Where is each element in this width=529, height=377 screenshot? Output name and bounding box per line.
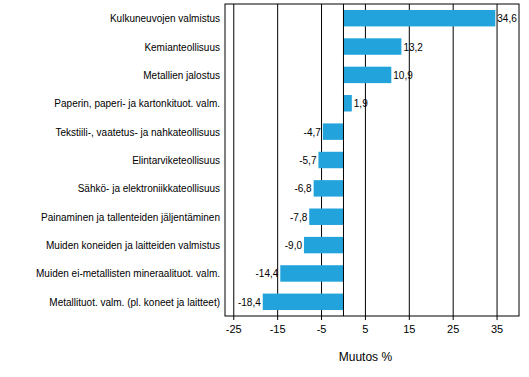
grid-line xyxy=(233,4,234,316)
category-label: Sähkö- ja elektroniikkateollisuus xyxy=(78,183,220,194)
plot-frame xyxy=(225,4,519,316)
data-label: -14,4 xyxy=(255,268,278,279)
category-label: Kemianteollisuus xyxy=(144,42,220,53)
category-label: Metallituot. valm. (pl. koneet ja laitte… xyxy=(49,297,220,308)
data-label: -9,0 xyxy=(285,240,303,251)
zero-line xyxy=(343,4,344,316)
tick-label: 35 xyxy=(491,323,503,335)
data-label: -7,8 xyxy=(290,212,308,223)
bar xyxy=(323,123,344,139)
data-label: 34,6 xyxy=(497,13,517,24)
grid-line xyxy=(497,4,498,316)
tick-label: 5 xyxy=(362,323,368,335)
tick xyxy=(321,316,322,320)
tick xyxy=(365,316,366,320)
data-label: -6,8 xyxy=(294,183,312,194)
category-label: Metallien jalostus xyxy=(143,70,220,81)
grid-line xyxy=(453,4,454,316)
category-label: Painaminen ja tallenteiden jäljentäminen xyxy=(41,212,220,223)
category-label: Elintarviketeollisuus xyxy=(132,155,220,166)
bar xyxy=(343,38,401,54)
category-label: Paperin, paperi- ja kartonkituot. valm. xyxy=(54,98,220,109)
axis-title: Muutos % xyxy=(339,350,393,364)
bars xyxy=(263,10,496,310)
tick xyxy=(409,316,410,320)
tick-label: 25 xyxy=(447,323,459,335)
bar xyxy=(343,10,495,26)
category-label: Tekstiili-, vaatetus- ja nahkateollisuus xyxy=(55,127,220,138)
bar xyxy=(314,180,344,196)
tick xyxy=(497,316,498,320)
bar xyxy=(304,237,343,253)
category-label: Muiden koneiden ja laitteiden valmistus xyxy=(46,240,220,251)
data-label: 13,2 xyxy=(403,42,423,53)
tick xyxy=(233,316,234,320)
bar xyxy=(343,67,391,83)
bar xyxy=(280,265,343,281)
bar xyxy=(318,152,343,168)
bar xyxy=(263,294,344,310)
data-label: 1,9 xyxy=(354,98,368,109)
data-label: -4,7 xyxy=(304,127,322,138)
tick-label: -15 xyxy=(270,323,286,335)
data-label: -18,4 xyxy=(238,297,261,308)
bar xyxy=(343,95,351,111)
category-label: Kulkuneuvojen valmistus xyxy=(110,13,220,24)
data-label: -5,7 xyxy=(299,155,317,166)
tick-label: -25 xyxy=(226,323,242,335)
category-label: Muiden ei-metallisten mineraalituot. val… xyxy=(36,268,220,279)
tick-label: -5 xyxy=(317,323,327,335)
bar xyxy=(309,209,343,225)
data-label: 10,9 xyxy=(393,70,413,81)
chart: -25 -15 -5 5 15 25 35 Kulkuneuvojen valmistus 34… xyxy=(0,0,529,377)
tick xyxy=(453,316,454,320)
tick-label: 15 xyxy=(403,323,415,335)
tick xyxy=(277,316,278,320)
